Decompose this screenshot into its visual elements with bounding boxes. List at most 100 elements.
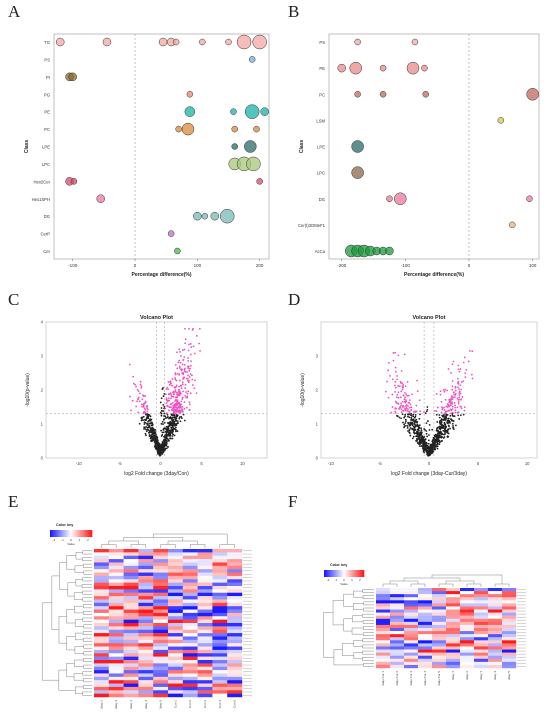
c-data-point	[174, 377, 177, 379]
d-data-point	[418, 436, 420, 438]
f-heatmap-cell	[488, 664, 503, 669]
f-column-dendrogram-branch	[494, 583, 510, 587]
c-data-point	[182, 378, 184, 380]
d-data-point	[408, 394, 410, 397]
d-data-point	[424, 445, 427, 448]
c-data-point	[182, 359, 185, 361]
b-bubble	[411, 38, 419, 46]
f-column-label: 3day 2	[465, 671, 469, 680]
f-heatmap-cell	[502, 646, 517, 650]
e-heatmap-cell	[168, 579, 183, 583]
f-heatmap-cell	[502, 634, 517, 638]
e-heatmap-cell	[182, 599, 198, 604]
f-heatmap-cell	[404, 606, 419, 610]
c-data-point	[176, 392, 179, 394]
e-dendrogram-branch	[66, 663, 75, 678]
c-data-point	[163, 405, 166, 408]
e-heatmap-cell	[197, 586, 213, 590]
f-heatmap-cell	[390, 649, 405, 653]
d-data-point	[397, 385, 399, 387]
e-heatmap-cell	[123, 629, 139, 634]
c-data-point	[152, 435, 155, 438]
c-data-point	[140, 403, 143, 406]
c-data-point	[160, 444, 163, 447]
c-data-point	[151, 430, 154, 433]
f-heatmap-cell	[460, 628, 475, 632]
c-data-point	[172, 412, 175, 415]
e-color-key-swatch	[62, 530, 64, 537]
d-data-point	[412, 429, 415, 432]
e-heatmap-cell	[108, 575, 124, 580]
e-heatmap-cell	[197, 555, 213, 560]
c-data-point	[177, 406, 180, 409]
d-data-point	[440, 440, 443, 443]
e-heatmap-cell	[94, 629, 109, 634]
e-heatmap-cell	[197, 626, 213, 630]
d-data-point	[446, 432, 449, 434]
e-heatmap-cell	[227, 579, 243, 583]
e-heatmap-cell	[197, 575, 213, 580]
f-heatmap-cell	[418, 634, 433, 638]
c-data-point	[187, 349, 190, 352]
d-data-point	[458, 388, 460, 390]
f-heatmap-cell	[460, 624, 475, 629]
e-heatmap-cell	[138, 549, 154, 553]
d-data-point	[443, 428, 446, 431]
e-heatmap-cell	[94, 623, 109, 627]
e-heatmap-cell	[182, 673, 198, 678]
a-bubble	[174, 247, 181, 255]
e-heatmap-cell	[94, 579, 109, 583]
e-heatmap-cell	[138, 643, 154, 647]
c-data-point	[187, 390, 190, 393]
b-bubble	[422, 91, 429, 98]
c-data-point	[139, 383, 142, 386]
c-data-point	[172, 405, 175, 407]
e-color-key-swatch	[89, 530, 92, 537]
d-data-point	[470, 373, 473, 376]
d-data-point	[413, 416, 416, 419]
f-heatmap-cell	[404, 661, 419, 666]
e-heatmap-cell	[153, 555, 169, 560]
c-data-point	[188, 409, 191, 411]
d-data-point	[434, 442, 436, 445]
d-data-point	[404, 409, 407, 412]
f-color-key-swatch	[346, 570, 348, 577]
e-heatmap-cell	[168, 549, 183, 553]
c-data-point	[170, 421, 173, 424]
d-data-point	[459, 392, 462, 395]
e-heatmap-cell	[138, 666, 154, 671]
c-data-point	[136, 388, 139, 391]
c-data-point	[183, 419, 186, 422]
d-data-point	[426, 406, 429, 408]
e-heatmap-cell	[138, 683, 154, 688]
e-heatmap-cell	[94, 683, 109, 688]
c-x-tick-label: -5	[118, 461, 122, 466]
e-heatmap-cell	[197, 666, 213, 671]
e-heatmap-cell	[153, 633, 169, 637]
c-data-point	[165, 431, 168, 434]
e-heatmap-cell	[197, 572, 213, 577]
d-data-point	[451, 411, 454, 414]
d-data-point	[449, 401, 451, 403]
e-heatmap-cell	[227, 666, 243, 671]
a-bubble	[55, 37, 65, 47]
c-data-point	[180, 406, 182, 409]
c-data-point	[192, 345, 195, 348]
e-heatmap-cell	[108, 579, 124, 583]
e-heatmap-cell	[138, 690, 154, 694]
f-heatmap-cell	[460, 618, 475, 623]
c-data-point	[134, 383, 137, 386]
f-heatmap-cell	[446, 600, 461, 604]
f-dendrogram-branch	[362, 657, 374, 661]
e-heatmap-cell	[168, 633, 183, 637]
d-data-point	[401, 400, 404, 403]
c-data-point	[178, 374, 181, 376]
c-data-point	[165, 442, 168, 445]
c-data-point	[144, 401, 147, 404]
d-data-point	[449, 414, 452, 417]
c-x-tick-label: 0	[159, 461, 162, 466]
c-data-point	[189, 373, 192, 376]
c-data-point	[164, 434, 167, 437]
c-data-point	[161, 421, 164, 423]
